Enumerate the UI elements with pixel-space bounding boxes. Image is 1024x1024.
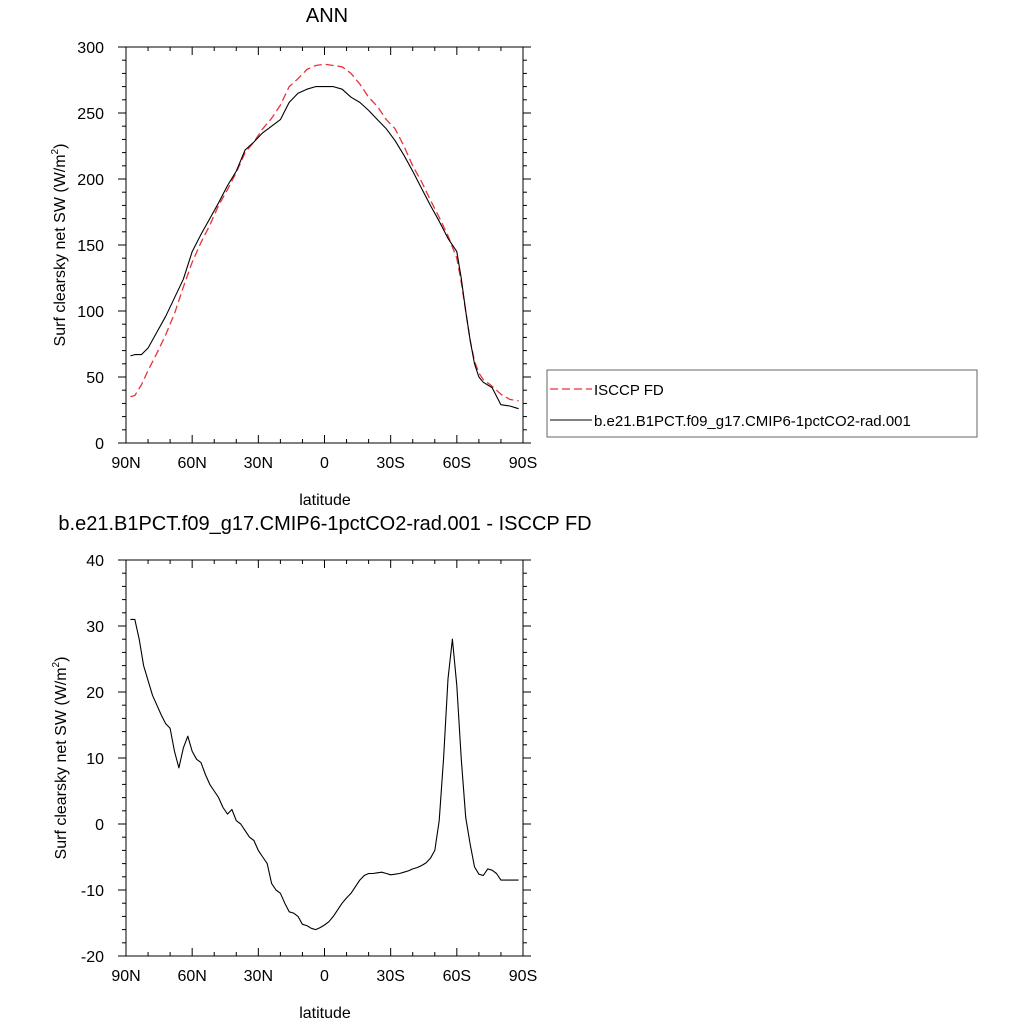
bottom-y-axis-label-sup: 2	[51, 661, 62, 667]
top-x-tick-label: 30N	[244, 455, 273, 472]
bottom-x-tick-label: 30S	[376, 968, 404, 985]
bottom-x-tick-label: 60S	[443, 968, 471, 985]
top-x-tick-label: 90S	[509, 455, 537, 472]
bottom-x-tick-label: 90N	[111, 968, 140, 985]
top-x-axis-label: latitude	[299, 492, 351, 509]
bottom-y-axis-label-close: )	[53, 657, 70, 662]
bottom-chart-ticks: 90N 60N 30N 0 30S 60S 90S -20 -10 0 10 20 30 40	[81, 553, 537, 985]
legend-label-isccp: ISCCP FD	[594, 382, 664, 399]
top-chart-ticks: 90N 60N 30N 0 30S 60S 90S 0 50 100 150 200 250 300	[77, 40, 537, 472]
bottom-chart-title: b.e21.B1PCT.f09_g17.CMIP6-1pctCO2-rad.00…	[58, 513, 591, 535]
top-y-tick-label: 100	[77, 304, 104, 321]
top-panel: ANN 90N 60N 30N 0 30S 60S 90S 0 50 100 150 200 250 30…	[50, 5, 978, 509]
bottom-x-tick-label: 30N	[244, 968, 273, 985]
top-x-tick-label: 60N	[177, 455, 206, 472]
bottom-plot-frame	[125, 559, 524, 957]
bottom-x-axis-label: latitude	[299, 1005, 351, 1022]
top-y-tick-label: 250	[77, 106, 104, 123]
bottom-y-tick-label: 40	[86, 553, 104, 570]
bottom-series-line-0	[130, 618, 519, 931]
bottom-y-tick-label: -20	[81, 949, 104, 966]
bottom-x-tick-label: 90S	[509, 968, 537, 985]
bottom-y-tick-label: 20	[86, 685, 104, 702]
legend: ISCCP FD b.e21.B1PCT.f09_g17.CMIP6-1pctC…	[546, 369, 978, 438]
top-chart-marks	[130, 63, 519, 410]
bottom-y-tick-label: -10	[81, 883, 104, 900]
top-y-axis-label-sup: 2	[50, 148, 61, 154]
bottom-y-tick-label: 30	[86, 619, 104, 636]
top-y-tick-label: 0	[95, 436, 104, 453]
bottom-x-tick-label: 60N	[177, 968, 206, 985]
top-series-line-1	[130, 86, 519, 410]
top-x-tick-label: 60S	[443, 455, 471, 472]
legend-box	[546, 369, 978, 438]
top-plot-frame	[125, 46, 524, 444]
top-chart-title: ANN	[306, 5, 348, 27]
bottom-x-tick-label: 0	[320, 968, 329, 985]
bottom-y-tick-label: 0	[95, 817, 104, 834]
top-y-tick-label: 200	[77, 172, 104, 189]
top-y-axis-label-main: Surf clearsky net SW (W/m	[52, 154, 69, 346]
top-y-axis-label: Surf clearsky net SW (W/m2)	[50, 144, 69, 347]
top-y-axis-label-close: )	[52, 144, 69, 149]
bottom-y-tick-label: 10	[86, 751, 104, 768]
top-y-tick-label: 50	[86, 370, 104, 387]
bottom-y-axis-label: Surf clearsky net SW (W/m2)	[51, 657, 70, 860]
legend-label-model: b.e21.B1PCT.f09_g17.CMIP6-1pctCO2-rad.00…	[594, 413, 911, 430]
bottom-chart-marks	[130, 618, 519, 931]
top-y-tick-label: 300	[77, 40, 104, 57]
top-series-line-0	[130, 63, 519, 402]
top-x-tick-label: 0	[320, 455, 329, 472]
top-y-tick-label: 150	[77, 238, 104, 255]
top-x-tick-label: 30S	[376, 455, 404, 472]
bottom-y-axis-label-main: Surf clearsky net SW (W/m	[53, 667, 70, 859]
top-x-tick-label: 90N	[111, 455, 140, 472]
bottom-panel: b.e21.B1PCT.f09_g17.CMIP6-1pctCO2-rad.00…	[51, 513, 592, 1022]
